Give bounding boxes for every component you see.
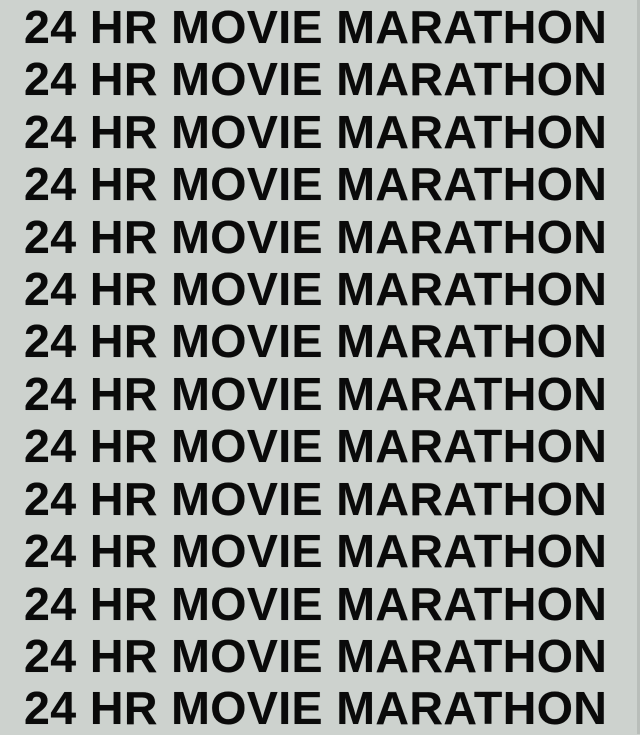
marathon-line: 24 HR MOVIE MARATHON xyxy=(24,0,608,53)
marathon-line: 24 HR MOVIE MARATHON xyxy=(24,525,608,578)
marathon-line: 24 HR MOVIE MARATHON xyxy=(24,630,608,683)
marathon-line: 24 HR MOVIE MARATHON xyxy=(24,315,608,368)
marathon-line: 24 HR MOVIE MARATHON xyxy=(24,158,608,211)
marathon-line: 24 HR MOVIE MARATHON xyxy=(24,53,608,106)
marathon-line: 24 HR MOVIE MARATHON xyxy=(24,577,608,630)
marathon-line: 24 HR MOVIE MARATHON xyxy=(24,263,608,316)
marathon-line: 24 HR MOVIE MARATHON xyxy=(24,367,608,420)
marathon-line: 24 HR MOVIE MARATHON xyxy=(24,472,608,525)
marathon-line: 24 HR MOVIE MARATHON xyxy=(24,682,608,735)
marathon-line: 24 HR MOVIE MARATHON xyxy=(24,210,608,263)
marathon-line: 24 HR MOVIE MARATHON xyxy=(24,420,608,473)
marathon-line: 24 HR MOVIE MARATHON xyxy=(24,105,608,158)
marathon-text-block: 24 HR MOVIE MARATHON 24 HR MOVIE MARATHON… xyxy=(24,1,640,734)
